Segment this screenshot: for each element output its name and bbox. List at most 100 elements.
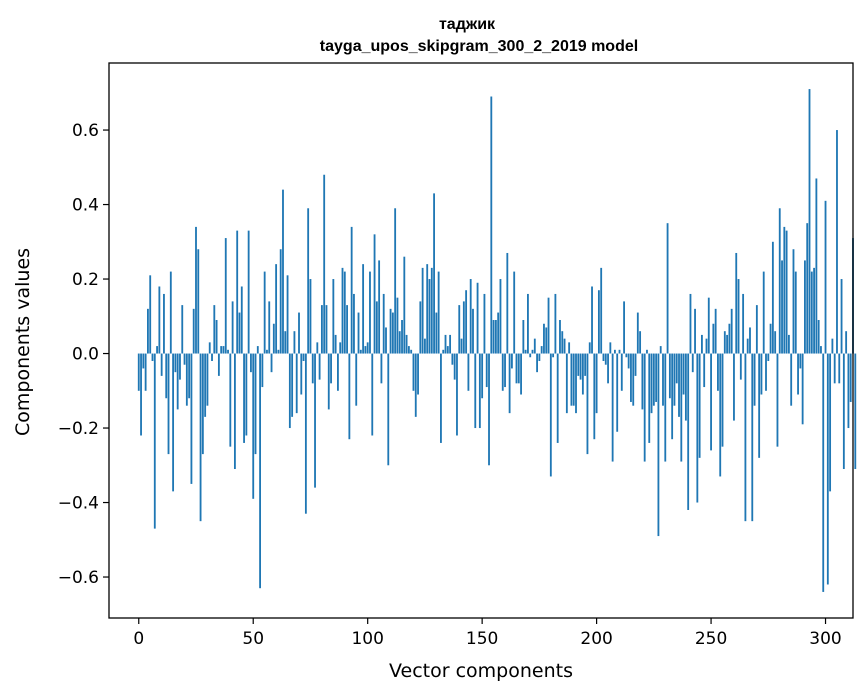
bar — [309, 279, 312, 354]
bar — [810, 271, 813, 354]
bar — [540, 346, 543, 354]
bar — [311, 353, 314, 384]
bar — [453, 353, 456, 380]
bar — [435, 312, 438, 354]
bar — [375, 301, 378, 354]
bar — [419, 301, 422, 354]
x-axis-ticks: 0 50 100 150 200 250 300 — [133, 618, 842, 649]
bar — [742, 293, 745, 354]
bar — [620, 353, 623, 391]
bar — [785, 230, 788, 354]
bar — [820, 346, 822, 354]
bar — [774, 331, 777, 354]
bar — [817, 320, 820, 354]
bar — [330, 353, 332, 384]
bar — [403, 256, 406, 354]
bar — [595, 353, 598, 414]
bar — [719, 353, 722, 477]
bar — [840, 279, 843, 354]
bar — [783, 226, 786, 354]
bar — [559, 320, 561, 354]
bar — [588, 342, 591, 354]
bar — [694, 308, 696, 354]
y-axis-ticks: −0.6 −0.4 −0.2 0.0 0.2 0.4 0.6 — [58, 121, 109, 588]
bar — [733, 353, 735, 421]
bar — [245, 353, 248, 436]
bar — [137, 353, 140, 391]
bar — [607, 353, 609, 384]
bar — [650, 353, 653, 414]
bar — [353, 293, 355, 354]
bar — [174, 353, 177, 373]
bar — [847, 353, 850, 429]
bar — [314, 353, 316, 488]
bar — [536, 353, 538, 373]
bar — [208, 342, 211, 354]
bar — [256, 346, 259, 354]
x-tick-label: 100 — [351, 629, 383, 649]
x-tick-label: 150 — [466, 629, 498, 649]
bar — [675, 353, 678, 384]
bar — [371, 353, 374, 436]
bar — [646, 349, 648, 354]
bar — [627, 353, 630, 369]
bar — [776, 353, 779, 447]
bar — [156, 346, 158, 354]
bar — [829, 353, 832, 492]
bar — [501, 353, 504, 391]
bar — [417, 353, 419, 395]
bar — [147, 308, 149, 354]
bar — [488, 353, 490, 466]
bar — [769, 323, 772, 354]
y-tick-label: 0.0 — [72, 345, 99, 365]
bar — [437, 271, 440, 354]
bar — [272, 323, 275, 354]
bar — [465, 290, 468, 354]
bar — [689, 293, 692, 354]
bar — [662, 353, 664, 406]
bar — [389, 308, 392, 354]
bar — [723, 331, 726, 354]
bar — [286, 275, 289, 354]
bar — [504, 353, 506, 388]
bar — [414, 353, 417, 417]
bar — [362, 264, 365, 354]
bar — [291, 353, 294, 417]
bar — [806, 223, 809, 354]
bar — [849, 353, 852, 402]
bar — [252, 353, 255, 499]
bar — [341, 267, 344, 354]
y-tick-label: 0.4 — [72, 196, 99, 216]
plot-frame — [108, 62, 854, 619]
y-axis-label: Components values — [12, 248, 34, 436]
bar — [701, 334, 703, 354]
bar — [412, 353, 415, 391]
bar — [247, 230, 250, 354]
bar — [220, 346, 223, 354]
bar — [565, 353, 568, 414]
bar — [668, 353, 671, 399]
bar — [348, 353, 351, 440]
bar — [609, 342, 612, 354]
bar — [366, 342, 369, 354]
bar — [343, 271, 346, 354]
bar — [481, 353, 484, 399]
bar — [797, 353, 799, 395]
bar — [179, 353, 181, 380]
bar — [682, 353, 685, 395]
bar — [545, 327, 548, 354]
bar — [199, 353, 202, 522]
bar — [149, 275, 152, 354]
bar — [259, 353, 261, 589]
bar — [707, 297, 710, 354]
bar — [524, 349, 527, 354]
bar — [268, 301, 271, 354]
bar — [451, 353, 454, 365]
bar — [678, 353, 680, 417]
bar — [185, 353, 188, 406]
bar — [710, 353, 712, 451]
bar — [680, 353, 683, 462]
bar — [506, 252, 509, 354]
bar — [760, 353, 763, 395]
bar — [222, 346, 225, 354]
